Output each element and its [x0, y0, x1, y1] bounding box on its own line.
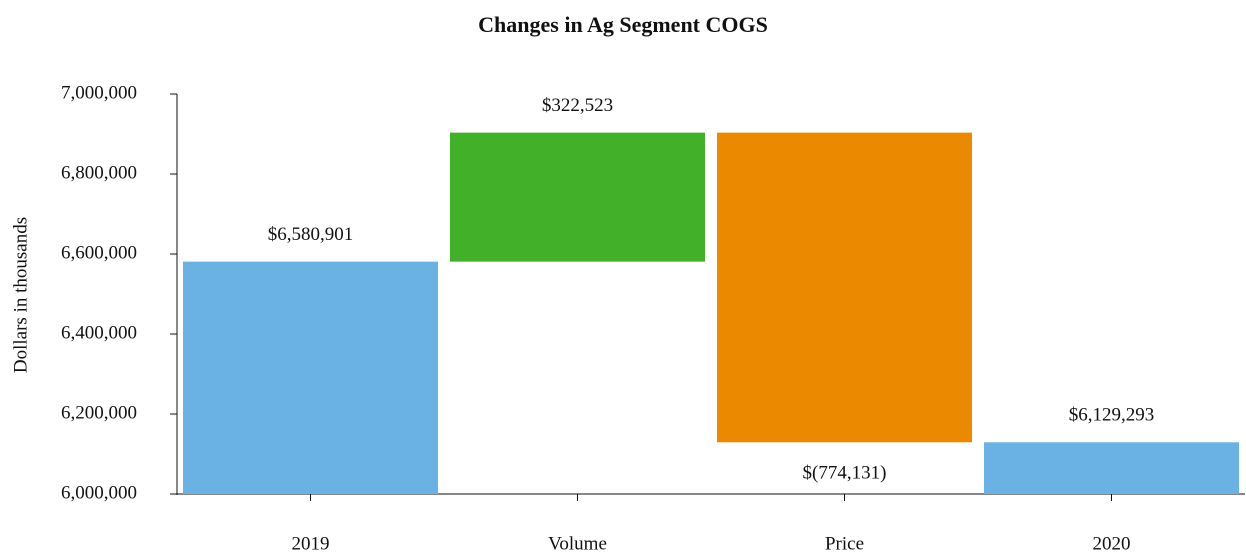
- y-tick-label: 6,000,000: [61, 482, 137, 503]
- chart-title: Changes in Ag Segment COGS: [478, 12, 768, 37]
- x-tick-label: Price: [825, 533, 864, 552]
- x-tick-label: Volume: [548, 533, 607, 552]
- data-label: $322,523: [542, 95, 613, 116]
- y-tick-label: 6,200,000: [61, 402, 137, 423]
- data-label: $6,580,901: [268, 224, 354, 245]
- bar: [183, 261, 438, 494]
- x-tick-label: 2020: [1093, 533, 1131, 552]
- data-label: $(774,131): [803, 463, 887, 484]
- bar: [984, 442, 1239, 494]
- y-tick-label: 7,000,000: [61, 82, 137, 103]
- x-tick-label: 2019: [292, 533, 330, 552]
- data-label: $6,129,293: [1069, 405, 1155, 426]
- bar: [717, 132, 972, 443]
- y-tick-label: 6,400,000: [61, 322, 137, 343]
- y-tick-label: 6,600,000: [61, 242, 137, 263]
- y-tick-label: 6,800,000: [61, 162, 137, 183]
- y-axis-label: Dollars in thousands: [10, 217, 31, 373]
- bar: [450, 132, 705, 262]
